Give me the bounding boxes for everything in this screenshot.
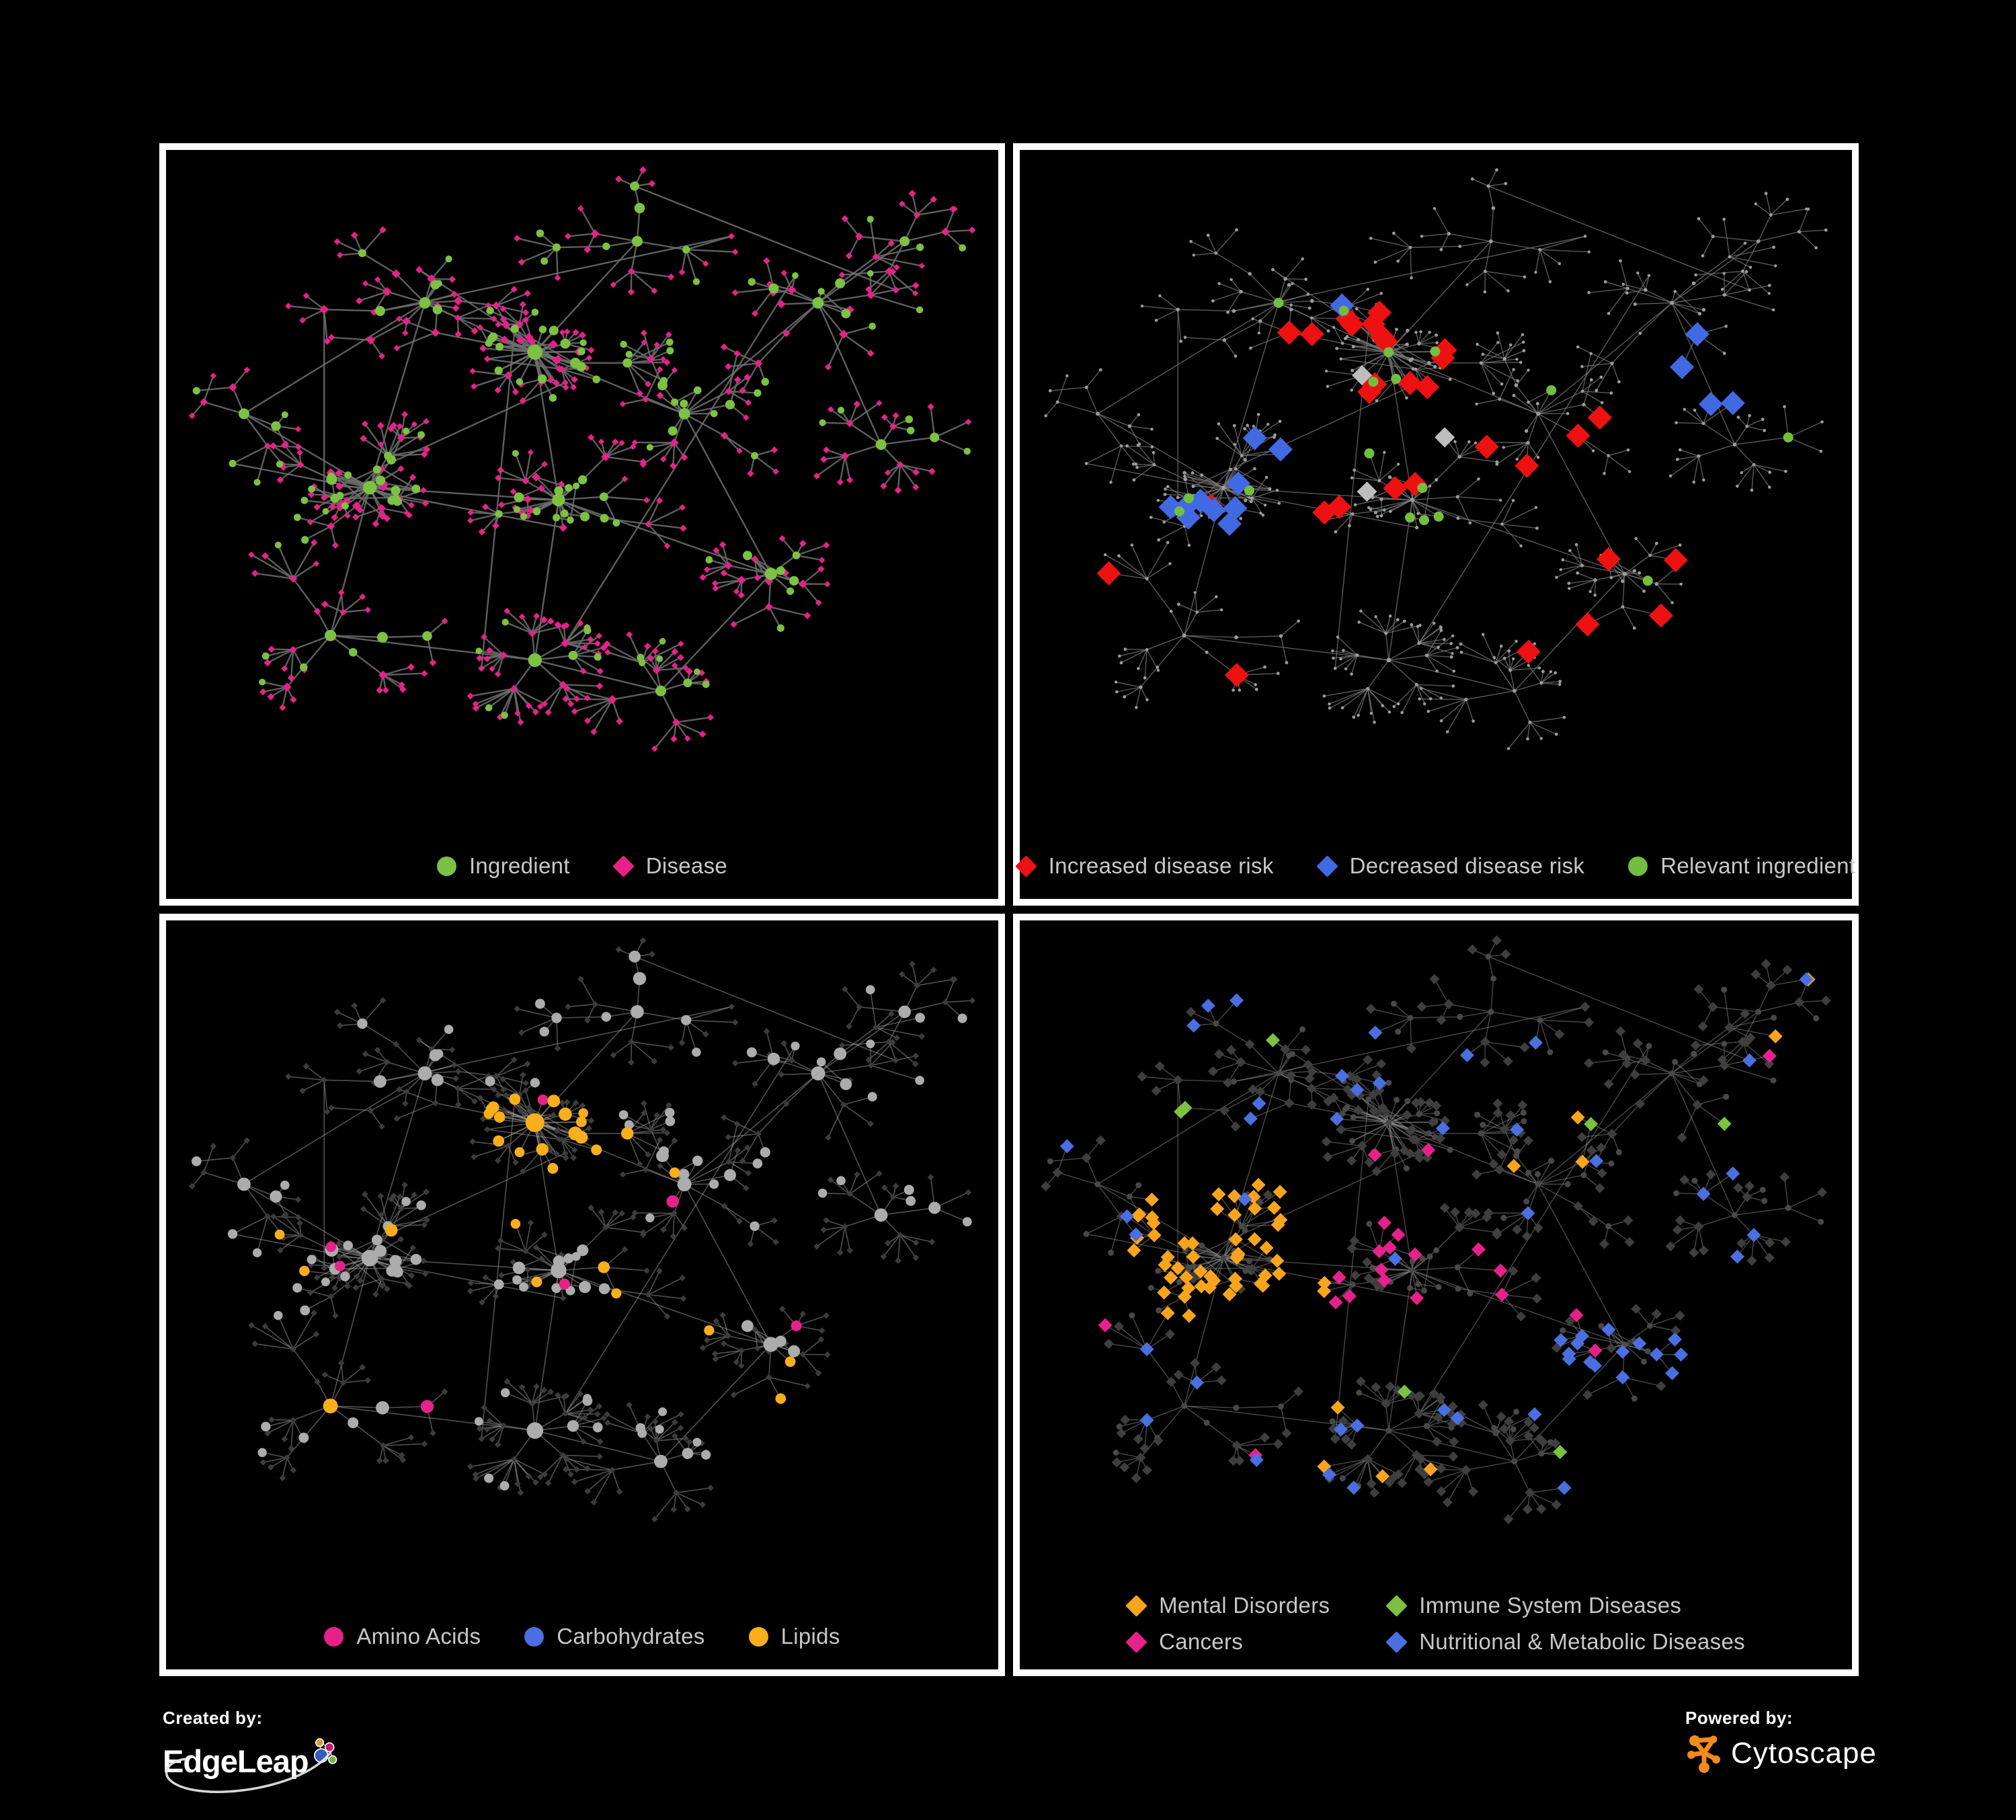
legend-label: Cancers [1159, 1629, 1244, 1654]
legend-item: Immune System Diseases [1385, 1593, 1682, 1618]
legend-label: Immune System Diseases [1419, 1593, 1682, 1618]
legend-item: Ingredient [436, 853, 570, 879]
legend-label: Ingredient [469, 853, 570, 878]
nutrient-class-network-graph [188, 937, 976, 1523]
circle-marker [1628, 856, 1648, 876]
panel-ingredient-disease: Ingredient Disease [159, 143, 1005, 906]
powered-by-block: Powered by: [1685, 1708, 1877, 1774]
legend-item: Carbohydrates [524, 1624, 704, 1649]
legend-item: Increased disease risk [1014, 853, 1274, 879]
disease-category-network-graph [1041, 935, 1831, 1524]
created-by-block: Created by: EdgeLeap [163, 1708, 337, 1793]
legend-label: Lipids [780, 1624, 840, 1649]
edgeleap-logo-text: EdgeLeap [163, 1743, 309, 1779]
created-by-label: Created by: [163, 1708, 263, 1728]
circle-marker [748, 1626, 768, 1647]
cytoscape-logo-text: Cytoscape [1731, 1737, 1877, 1770]
legend-item: Decreased disease risk [1316, 853, 1585, 879]
legend-item: Lipids [748, 1624, 840, 1649]
circle-marker [524, 1626, 545, 1647]
legend-disease-risk: Increased disease risk Decreased disease … [1014, 853, 1855, 879]
legend-label: Amino Acids [356, 1624, 481, 1649]
legend-item: Relevant ingredient [1628, 853, 1855, 879]
legend-item: Mental Disorders [1125, 1593, 1330, 1618]
diamond-marker [1125, 1630, 1147, 1653]
diamond-marker [1385, 1594, 1408, 1617]
cytoscape-icon [1687, 1735, 1720, 1773]
circle-marker [436, 856, 456, 876]
legend-item: Amino Acids [324, 1624, 481, 1649]
legend-nutrient-classes: Amino Acids Carbohydrates Lipids [173, 1624, 992, 1649]
legend-label: Mental Disorders [1159, 1593, 1330, 1618]
diamond-marker [612, 855, 635, 877]
legend-disease-categories: Mental Disorders Immune System Diseases Ca… [1026, 1593, 1845, 1655]
legend-item: Nutritional & Metabolic Diseases [1385, 1629, 1745, 1655]
circle-marker [324, 1626, 344, 1647]
powered-by-label: Powered by: [1685, 1708, 1793, 1728]
legend-ingredient-disease: Ingredient Disease [173, 853, 992, 879]
edgeleap-network-icon [313, 1738, 337, 1764]
diamond-marker [1014, 855, 1037, 877]
panel-disease-categories: Mental Disorders Immune System Diseases Ca… [1013, 914, 1859, 1676]
legend-item: Cancers [1125, 1629, 1244, 1655]
legend-label: Disease [645, 853, 728, 878]
legend-label: Nutritional & Metabolic Diseases [1419, 1629, 1745, 1654]
diamond-marker [1316, 855, 1338, 877]
ingredient-disease-network-graph [188, 166, 976, 752]
legend-label: Decreased disease risk [1349, 853, 1585, 878]
disease-risk-network-graph [1044, 168, 1828, 750]
diamond-marker [1125, 1594, 1147, 1617]
legend-label: Relevant ingredient [1660, 853, 1856, 878]
panel-disease-risk: Increased disease risk Decreased disease … [1013, 143, 1859, 906]
legend-item: Disease [612, 853, 728, 879]
legend-label: Increased disease risk [1048, 853, 1274, 878]
diamond-marker [1385, 1630, 1408, 1653]
legend-label: Carbohydrates [557, 1624, 705, 1649]
panel-nutrient-classes: Amino Acids Carbohydrates Lipids [159, 914, 1005, 1676]
